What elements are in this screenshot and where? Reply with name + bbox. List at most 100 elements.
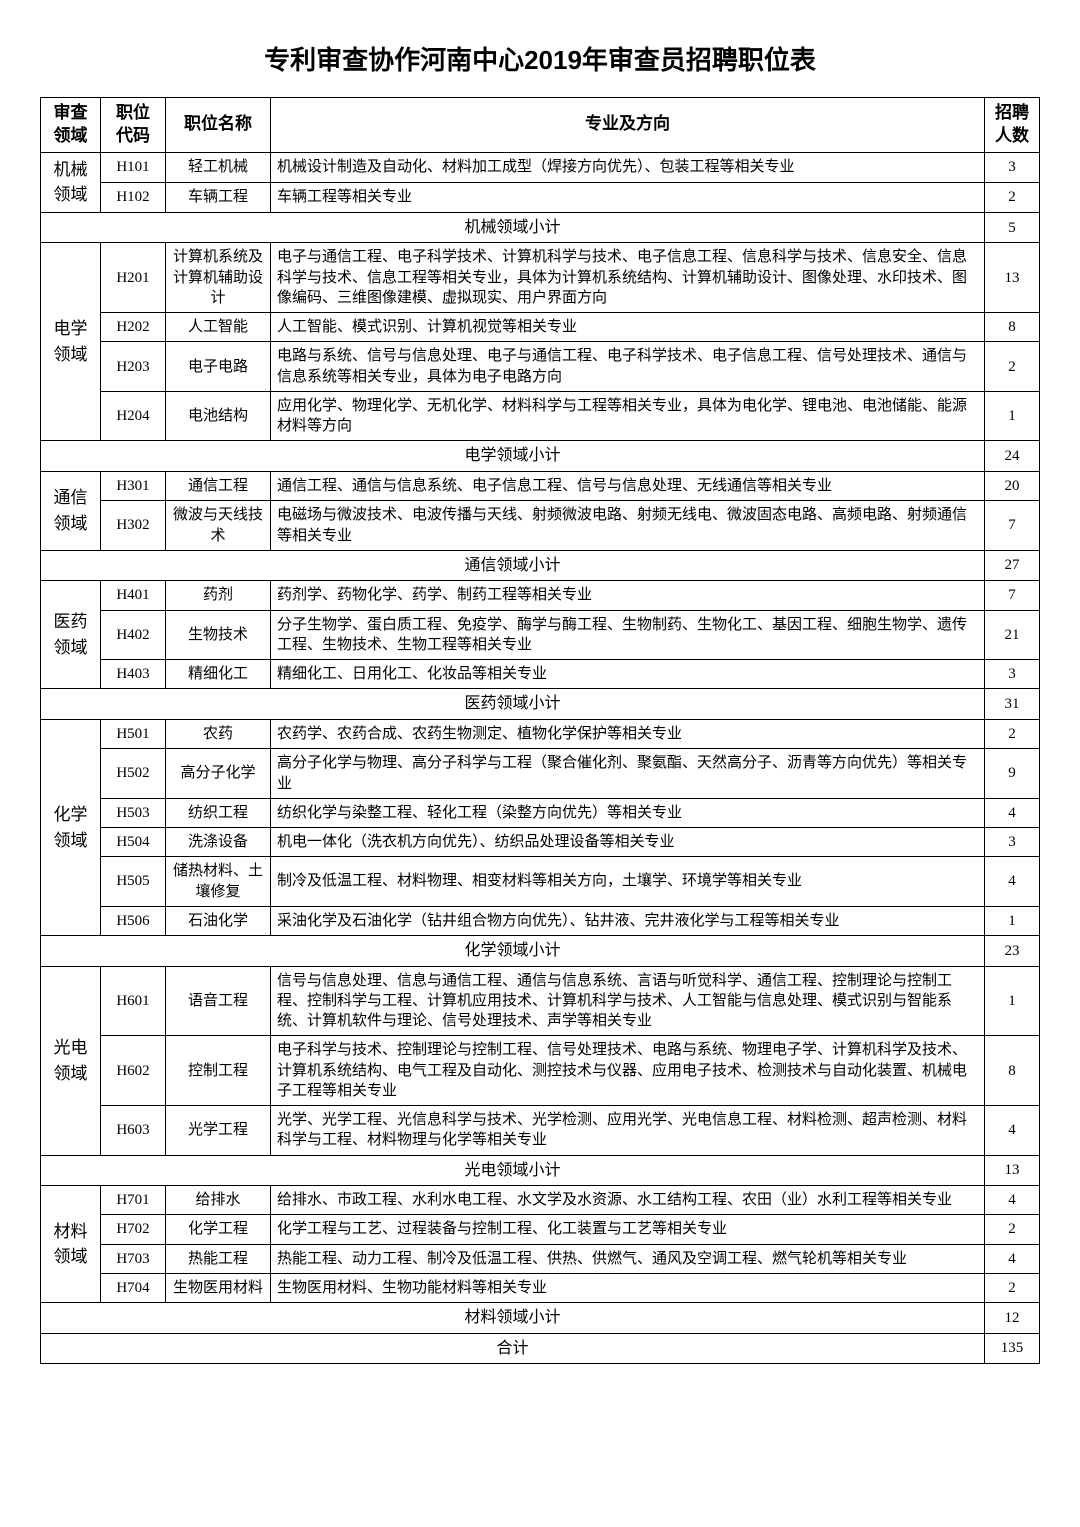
position-desc: 给排水、市政工程、水利水电工程、水文学及水资源、水工结构工程、农田（业）水利工程…: [271, 1186, 985, 1215]
position-count: 1: [985, 391, 1040, 441]
position-code: H502: [101, 749, 166, 799]
position-desc: 光学、光学工程、光信息科学与技术、光学检测、应用光学、光电信息工程、材料检测、超…: [271, 1106, 985, 1156]
position-count: 7: [985, 581, 1040, 610]
position-count: 2: [985, 342, 1040, 392]
subtotal-count: 23: [985, 936, 1040, 967]
position-code: H202: [101, 313, 166, 342]
position-code: H302: [101, 501, 166, 551]
position-desc: 采油化学及石油化学（钻井组合物方向优先）、钻井液、完井液化学与工程等相关专业: [271, 906, 985, 935]
domain-cell: 化学领域: [41, 720, 101, 936]
position-name: 光学工程: [166, 1106, 271, 1156]
position-desc: 通信工程、通信与信息系统、电子信息工程、信号与信息处理、无线通信等相关专业: [271, 472, 985, 501]
position-count: 2: [985, 720, 1040, 749]
position-count: 13: [985, 243, 1040, 313]
subtotal-count: 13: [985, 1155, 1040, 1186]
position-desc: 应用化学、物理化学、无机化学、材料科学与工程等相关专业，具体为电化学、锂电池、电…: [271, 391, 985, 441]
subtotal-label: 通信领域小计: [41, 550, 985, 581]
position-count: 8: [985, 1036, 1040, 1106]
position-desc: 纺织化学与染整工程、轻化工程（染整方向优先）等相关专业: [271, 798, 985, 827]
position-code: H501: [101, 720, 166, 749]
position-code: H102: [101, 182, 166, 212]
positions-table: 审查领域职位代码职位名称专业及方向招聘人数机械领域H101轻工机械机械设计制造及…: [40, 97, 1040, 1364]
position-code: H703: [101, 1244, 166, 1273]
position-code: H401: [101, 581, 166, 610]
position-count: 2: [985, 1273, 1040, 1302]
position-count: 4: [985, 1186, 1040, 1215]
subtotal-count: 24: [985, 441, 1040, 472]
position-code: H506: [101, 906, 166, 935]
position-code: H602: [101, 1036, 166, 1106]
position-code: H204: [101, 391, 166, 441]
position-desc: 制冷及低温工程、材料物理、相变材料等相关方向，土壤学、环境学等相关专业: [271, 857, 985, 907]
position-code: H603: [101, 1106, 166, 1156]
position-name: 车辆工程: [166, 182, 271, 212]
position-count: 3: [985, 828, 1040, 857]
position-code: H402: [101, 610, 166, 660]
code-header: 职位代码: [101, 98, 166, 153]
position-code: H203: [101, 342, 166, 392]
position-name: 农药: [166, 720, 271, 749]
position-desc: 药剂学、药物化学、药学、制药工程等相关专业: [271, 581, 985, 610]
position-count: 4: [985, 857, 1040, 907]
domain-cell: 材料领域: [41, 1186, 101, 1303]
position-code: H702: [101, 1215, 166, 1244]
grand-total-count: 135: [985, 1333, 1040, 1364]
grand-total-label: 合计: [41, 1333, 985, 1364]
position-code: H505: [101, 857, 166, 907]
position-name: 化学工程: [166, 1215, 271, 1244]
position-desc: 信号与信息处理、信息与通信工程、通信与信息系统、言语与听觉科学、通信工程、控制理…: [271, 966, 985, 1036]
position-code: H704: [101, 1273, 166, 1302]
position-desc: 高分子化学与物理、高分子科学与工程（聚合催化剂、聚氨酯、天然高分子、沥青等方向优…: [271, 749, 985, 799]
desc-header: 专业及方向: [271, 98, 985, 153]
subtotal-label: 光电领域小计: [41, 1155, 985, 1186]
domain-cell: 通信领域: [41, 472, 101, 551]
subtotal-count: 12: [985, 1303, 1040, 1334]
count-header: 招聘人数: [985, 98, 1040, 153]
position-desc: 精细化工、日用化工、化妆品等相关专业: [271, 660, 985, 689]
subtotal-count: 27: [985, 550, 1040, 581]
position-desc: 机电一体化（洗衣机方向优先）、纺织品处理设备等相关专业: [271, 828, 985, 857]
position-desc: 电子科学与技术、控制理论与控制工程、信号处理技术、电路与系统、物理电子学、计算机…: [271, 1036, 985, 1106]
domain-cell: 光电领域: [41, 966, 101, 1155]
position-name: 微波与天线技术: [166, 501, 271, 551]
position-name: 精细化工: [166, 660, 271, 689]
position-name: 轻工机械: [166, 152, 271, 182]
subtotal-label: 化学领域小计: [41, 936, 985, 967]
position-code: H601: [101, 966, 166, 1036]
domain-header: 审查领域: [41, 98, 101, 153]
position-desc: 车辆工程等相关专业: [271, 182, 985, 212]
position-name: 通信工程: [166, 472, 271, 501]
domain-cell: 电学领域: [41, 243, 101, 441]
position-code: H101: [101, 152, 166, 182]
position-name: 给排水: [166, 1186, 271, 1215]
position-code: H201: [101, 243, 166, 313]
position-desc: 热能工程、动力工程、制冷及低温工程、供热、供燃气、通风及空调工程、燃气轮机等相关…: [271, 1244, 985, 1273]
position-count: 3: [985, 152, 1040, 182]
subtotal-label: 电学领域小计: [41, 441, 985, 472]
name-header: 职位名称: [166, 98, 271, 153]
position-name: 高分子化学: [166, 749, 271, 799]
page-title: 专利审查协作河南中心2019年审查员招聘职位表: [40, 40, 1040, 77]
subtotal-label: 材料领域小计: [41, 1303, 985, 1334]
position-desc: 电磁场与微波技术、电波传播与天线、射频微波电路、射频无线电、微波固态电路、高频电…: [271, 501, 985, 551]
position-name: 纺织工程: [166, 798, 271, 827]
subtotal-count: 31: [985, 689, 1040, 720]
subtotal-label: 医药领域小计: [41, 689, 985, 720]
position-code: H701: [101, 1186, 166, 1215]
position-code: H504: [101, 828, 166, 857]
position-code: H503: [101, 798, 166, 827]
position-count: 1: [985, 906, 1040, 935]
domain-cell: 医药领域: [41, 581, 101, 689]
position-count: 2: [985, 182, 1040, 212]
position-count: 9: [985, 749, 1040, 799]
position-name: 电池结构: [166, 391, 271, 441]
position-count: 8: [985, 313, 1040, 342]
position-desc: 农药学、农药合成、农药生物测定、植物化学保护等相关专业: [271, 720, 985, 749]
position-name: 储热材料、土壤修复: [166, 857, 271, 907]
position-name: 洗涤设备: [166, 828, 271, 857]
position-desc: 电子与通信工程、电子科学技术、计算机科学与技术、电子信息工程、信息科学与技术、信…: [271, 243, 985, 313]
position-count: 1: [985, 966, 1040, 1036]
position-desc: 生物医用材料、生物功能材料等相关专业: [271, 1273, 985, 1302]
position-name: 石油化学: [166, 906, 271, 935]
position-count: 4: [985, 1106, 1040, 1156]
